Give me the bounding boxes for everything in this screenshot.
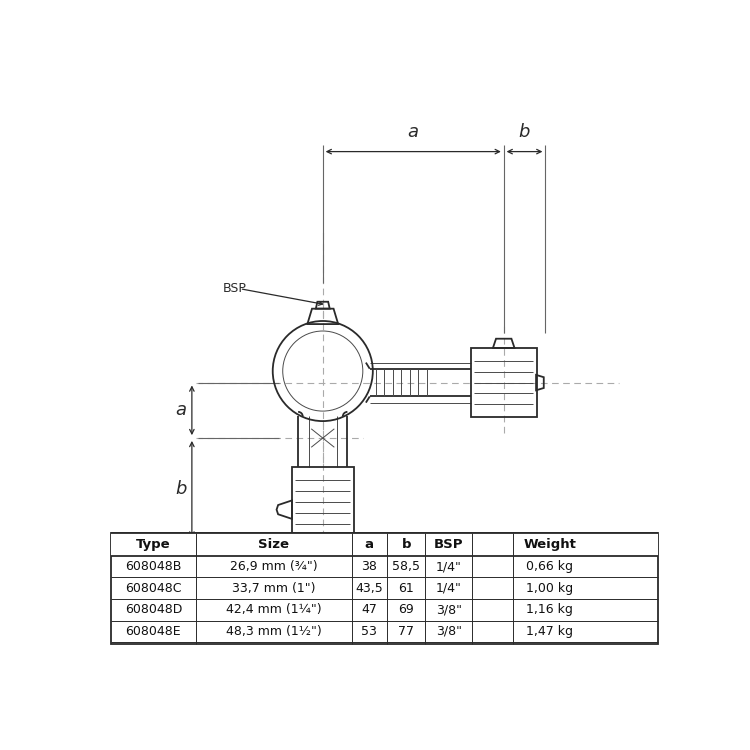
Text: 608048E: 608048E — [125, 625, 182, 638]
Text: BSP: BSP — [223, 282, 247, 296]
Text: 3/8": 3/8" — [436, 603, 461, 616]
Bar — [111, 532, 658, 556]
Text: a: a — [176, 401, 187, 419]
Text: Type: Type — [136, 538, 171, 550]
Text: 58,5: 58,5 — [392, 560, 420, 573]
Text: 77: 77 — [398, 625, 414, 638]
Text: 3/8": 3/8" — [436, 625, 461, 638]
Text: 53: 53 — [362, 625, 377, 638]
Text: b: b — [519, 123, 530, 141]
Text: 608048D: 608048D — [124, 603, 182, 616]
Bar — [292, 467, 353, 536]
Text: 608048C: 608048C — [125, 582, 182, 595]
Text: 33,7 mm (1"): 33,7 mm (1") — [232, 582, 316, 595]
Text: 1,47 kg: 1,47 kg — [526, 625, 573, 638]
Text: a: a — [408, 123, 419, 141]
Text: 48,3 mm (1½"): 48,3 mm (1½") — [226, 625, 322, 638]
Text: b: b — [401, 538, 411, 550]
Text: 1,16 kg: 1,16 kg — [526, 603, 573, 616]
Text: 608048B: 608048B — [125, 560, 182, 573]
Text: 43,5: 43,5 — [356, 582, 383, 595]
Bar — [111, 532, 658, 644]
Text: b: b — [176, 480, 187, 498]
Text: BSP: BSP — [433, 538, 464, 550]
Text: 1/4": 1/4" — [436, 582, 461, 595]
Text: 38: 38 — [362, 560, 377, 573]
Text: a: a — [364, 538, 374, 550]
Text: 42,4 mm (1¼"): 42,4 mm (1¼") — [226, 603, 322, 616]
Text: 61: 61 — [398, 582, 414, 595]
Text: Weight: Weight — [524, 538, 576, 550]
Text: 0,66 kg: 0,66 kg — [526, 560, 573, 573]
Bar — [472, 348, 537, 417]
Text: Size: Size — [258, 538, 290, 550]
Text: 69: 69 — [398, 603, 414, 616]
Text: 1/4": 1/4" — [436, 560, 461, 573]
Text: 47: 47 — [362, 603, 377, 616]
Text: 26,9 mm (¾"): 26,9 mm (¾") — [230, 560, 317, 573]
Text: 1,00 kg: 1,00 kg — [526, 582, 573, 595]
